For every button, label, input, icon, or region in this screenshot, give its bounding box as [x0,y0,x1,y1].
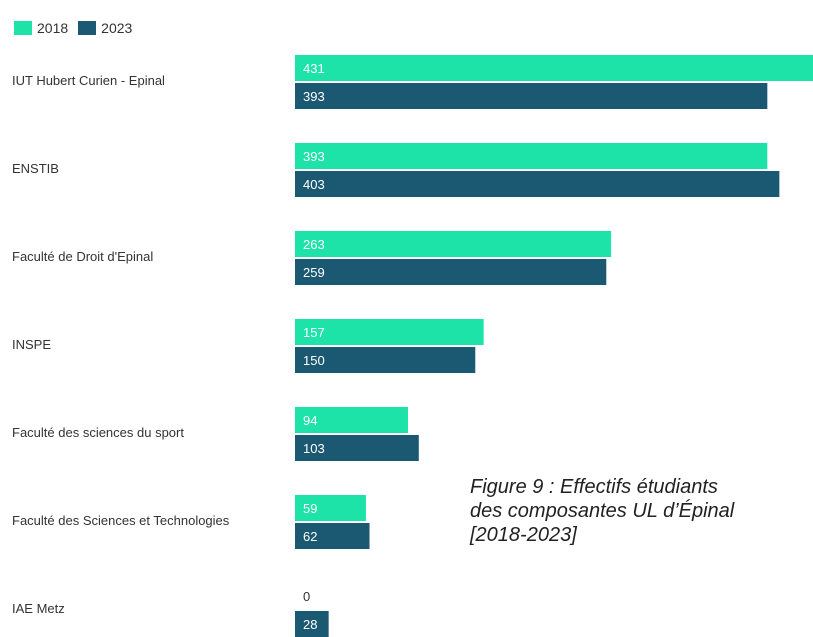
data-label-2023: 393 [303,89,325,104]
legend-item-2023: 2023 [78,20,132,36]
legend-label-2023: 2023 [101,20,133,36]
bar-2018 [295,55,813,81]
data-label-2018: 393 [303,149,325,164]
data-label-2018: 59 [303,501,317,516]
data-label-2023: 103 [303,441,325,456]
bar-2018 [295,407,408,433]
caption-line-2: des composantes UL d’Épinal [470,500,735,522]
data-label-2023: 62 [303,529,317,544]
data-label-2018: 263 [303,237,325,252]
bar-2018 [295,495,366,521]
legend-swatch-2018 [14,21,32,35]
bar-2023 [295,347,476,373]
bar-2018 [295,319,484,345]
bar-2018 [295,143,768,169]
category-label: ENSTIB [12,161,59,176]
category-label: IAE Metz [12,601,65,616]
data-label-2023: 259 [303,265,325,280]
bar-2023 [295,259,607,285]
category-label: Faculté des sciences du sport [12,425,184,440]
category-label: IUT Hubert Curien - Epinal [12,73,165,88]
bar-2018 [295,231,612,257]
bar-2023 [295,83,768,109]
data-label-2018: 94 [303,413,317,428]
data-label-2018: 431 [303,61,325,76]
category-label: Faculté des Sciences et Technologies [12,513,230,528]
legend-item-2018: 2018 [14,20,68,36]
category-label: Faculté de Droit d'Epinal [12,249,153,264]
data-label-2018: 0 [303,589,310,604]
caption-line-3: [2018-2023] [470,524,577,546]
legend-swatch-2023 [78,21,97,35]
data-label-2023: 150 [303,353,325,368]
bar-2023 [295,523,370,549]
data-label-2023: 28 [303,617,317,632]
bar-2023 [295,171,780,197]
data-label-2018: 157 [303,325,325,340]
legend-label-2018: 2018 [37,20,69,36]
data-label-2023: 403 [303,177,325,192]
bar-2023 [295,435,419,461]
figure-caption: Figure 9 : Effectifs étudiants des compo… [470,475,800,547]
caption-line-1: Figure 9 : Effectifs étudiants [470,476,718,498]
chart-legend: 2018 2023 [14,20,132,36]
category-label: INSPE [12,337,51,352]
bar-2023 [295,611,329,637]
